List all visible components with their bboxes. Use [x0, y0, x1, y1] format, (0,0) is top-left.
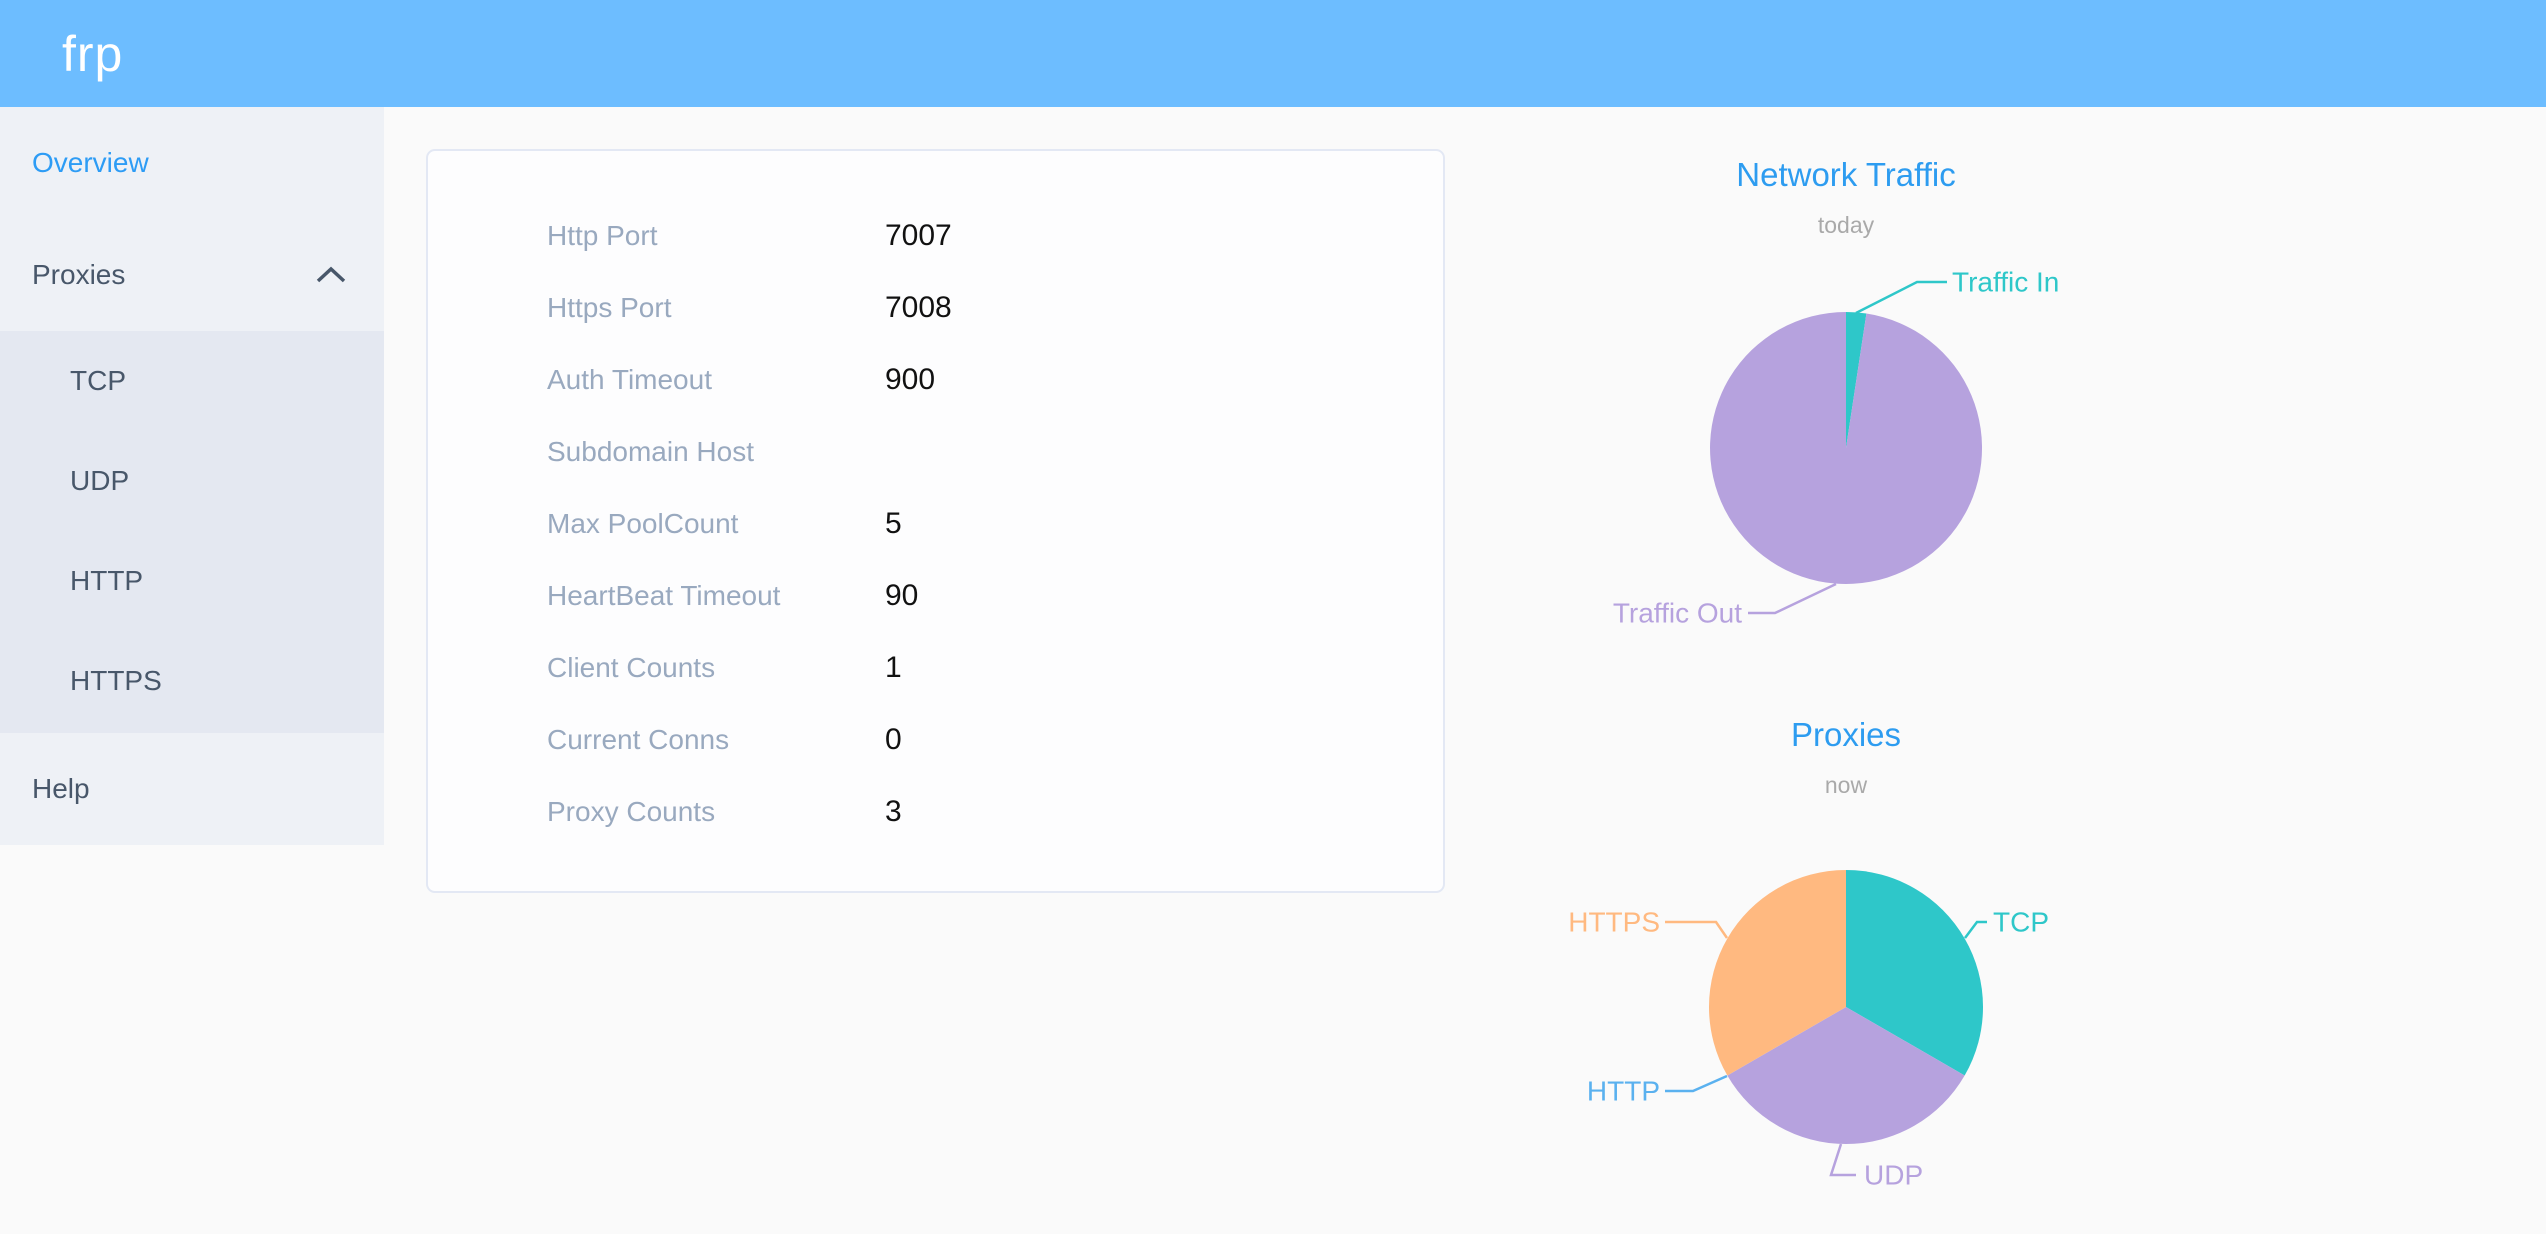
network-traffic-title: Network Traffic — [1736, 156, 1956, 193]
sidebar-item-label: TCP — [70, 365, 126, 396]
app-logo: frp — [62, 25, 124, 82]
traffic-out-label: Traffic Out — [1613, 598, 1742, 629]
config-value: 5 — [885, 507, 902, 540]
sidebar: Overview Proxies TCP UDP HTTP HTTPS Help — [0, 107, 384, 845]
config-label: Https Port — [547, 292, 672, 323]
sidebar-item-label: HTTPS — [70, 665, 162, 696]
proxies-subtitle: now — [1824, 772, 1868, 798]
pie-slice-https[interactable] — [1708, 870, 1846, 1076]
proxies-pie[interactable] — [1708, 870, 1984, 1145]
config-label: Auth Timeout — [547, 364, 712, 395]
sidebar-item-overview[interactable]: Overview — [0, 107, 384, 219]
config-label: Current Conns — [547, 724, 730, 755]
config-row: Current Conns 0 — [428, 704, 1443, 776]
traffic-in-label-line — [1855, 280, 1947, 315]
https-label-line — [1665, 920, 1729, 939]
udp-label-line — [1829, 1143, 1856, 1177]
sidebar-item-tcp[interactable]: TCP — [0, 331, 384, 431]
config-row: Subdomain Host — [428, 416, 1443, 488]
config-label: HeartBeat Timeout — [547, 580, 781, 611]
config-value: 90 — [885, 579, 919, 612]
traffic-in-label: Traffic In — [1952, 267, 2059, 298]
config-value: 7007 — [885, 219, 952, 252]
udp-label: UDP — [1864, 1160, 1923, 1191]
config-row: Max PoolCount 5 — [428, 488, 1443, 560]
http-label-line — [1665, 1074, 1728, 1093]
pie-charts-canvas: Traffic In Traffic Out TCP HTTPS HTTP UD… — [1568, 267, 2059, 1191]
pie-slice-traffic-in[interactable] — [1846, 312, 1867, 448]
sidebar-item-http[interactable]: HTTP — [0, 531, 384, 631]
sidebar-item-label: UDP — [70, 465, 130, 496]
config-row: Client Counts 1 — [428, 632, 1443, 704]
config-row: Http Port 7007 — [428, 200, 1443, 272]
config-row: HeartBeat Timeout 90 — [428, 560, 1443, 632]
charts-panel: Network Traffic today Proxies now Traffi… — [1446, 107, 2246, 1234]
sidebar-item-label: Help — [32, 773, 90, 804]
https-label: HTTPS — [1568, 907, 1660, 938]
proxies-submenu: TCP UDP HTTP HTTPS — [0, 331, 384, 733]
sidebar-item-help[interactable]: Help — [0, 733, 384, 845]
config-row: Proxy Counts 3 — [428, 776, 1443, 848]
config-value: 3 — [885, 795, 902, 828]
sidebar-item-https[interactable]: HTTPS — [0, 631, 384, 731]
config-value: 7008 — [885, 291, 952, 324]
config-label: Client Counts — [547, 652, 716, 683]
network-traffic-pie[interactable] — [1710, 312, 1983, 584]
http-label: HTTP — [1587, 1076, 1660, 1107]
pie-slice-traffic-out[interactable] — [1710, 312, 1983, 584]
sidebar-item-label: HTTP — [70, 565, 144, 596]
config-value: 1 — [885, 651, 902, 684]
config-value: 0 — [885, 723, 902, 756]
tcp-label-line — [1964, 920, 1987, 939]
config-row: Auth Timeout 900 — [428, 344, 1443, 416]
config-label: Subdomain Host — [547, 436, 755, 467]
sidebar-item-proxies[interactable]: Proxies — [0, 219, 384, 331]
pie-slice-udp[interactable] — [1727, 1007, 1965, 1145]
config-label: Max PoolCount — [547, 508, 739, 539]
proxies-title: Proxies — [1790, 716, 1902, 753]
chevron-up-icon — [316, 266, 346, 283]
app-header: frp — [0, 0, 2546, 107]
config-value: 900 — [885, 363, 936, 396]
network-traffic-subtitle: today — [1817, 212, 1875, 238]
config-label: Http Port — [547, 220, 658, 251]
config-row: Https Port 7008 — [428, 272, 1443, 344]
sidebar-item-label: Proxies — [32, 259, 126, 290]
config-label: Proxy Counts — [547, 796, 716, 827]
sidebar-item-label: Overview — [32, 147, 149, 178]
tcp-label: TCP — [1993, 907, 2049, 938]
overview-card: Http Port 7007 Https Port 7008 Auth Time… — [426, 149, 1445, 893]
sidebar-item-udp[interactable]: UDP — [0, 431, 384, 531]
traffic-out-label-line — [1748, 582, 1837, 615]
pie-slice-tcp[interactable] — [1846, 870, 1984, 1076]
